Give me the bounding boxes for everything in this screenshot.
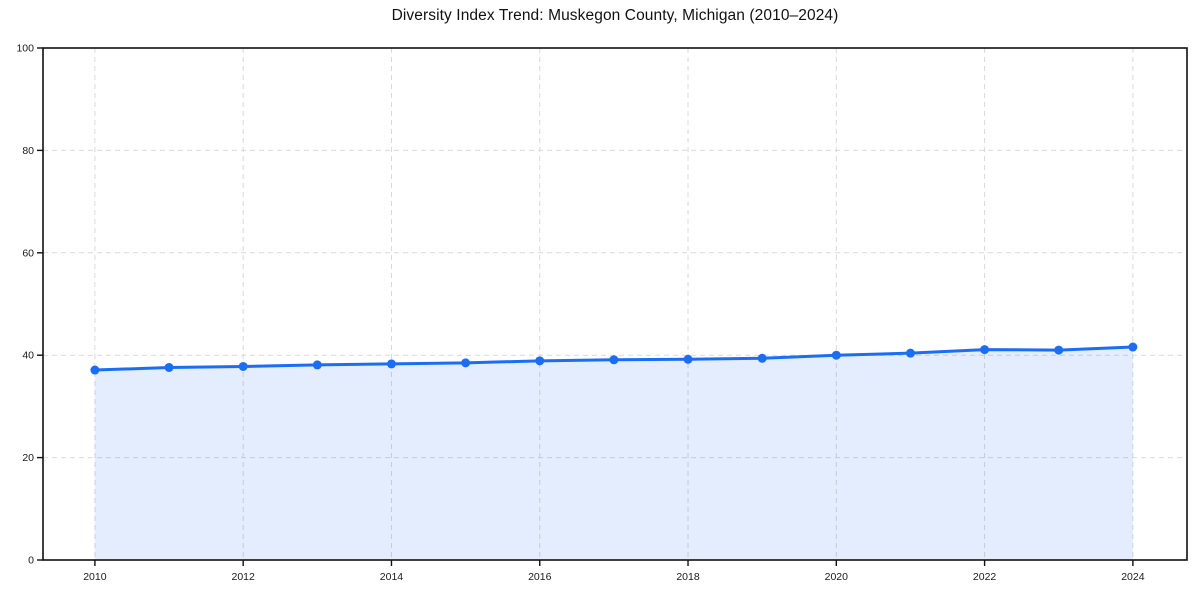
data-point-2014	[386, 359, 396, 369]
y-tick-label: 20	[22, 452, 34, 464]
x-tick-label: 2020	[825, 571, 849, 583]
x-tick-label: 2012	[232, 571, 256, 583]
data-point-2013	[312, 360, 322, 370]
y-tick-label: 0	[28, 555, 34, 567]
data-point-2019	[757, 353, 767, 363]
data-point-2024	[1128, 342, 1138, 352]
data-point-2012	[238, 361, 248, 371]
y-tick-label: 40	[22, 350, 34, 362]
x-tick-label: 2018	[676, 571, 700, 583]
data-point-2023	[1054, 345, 1064, 355]
y-tick-label: 60	[22, 247, 34, 259]
data-point-2018	[683, 354, 693, 364]
axis-frame	[42, 47, 1188, 561]
x-tick-label: 2014	[380, 571, 404, 583]
x-tick-label: 2016	[528, 571, 552, 583]
data-point-2011	[164, 362, 174, 372]
x-tick-label: 2010	[83, 571, 107, 583]
data-point-2016	[535, 356, 545, 366]
x-tick-label: 2024	[1121, 571, 1145, 583]
data-point-2020	[831, 350, 841, 360]
y-tick-label: 80	[22, 145, 34, 157]
x-tick-label: 2022	[973, 571, 997, 583]
data-point-2022	[980, 345, 990, 355]
data-point-2017	[609, 355, 619, 365]
chart-title: Diversity Index Trend: Muskegon County, …	[391, 7, 839, 24]
data-point-2010	[90, 365, 100, 375]
area-fill	[94, 347, 1133, 560]
data-point-2021	[905, 348, 915, 358]
data-point-2015	[461, 358, 471, 368]
y-tick-label: 100	[16, 43, 34, 55]
